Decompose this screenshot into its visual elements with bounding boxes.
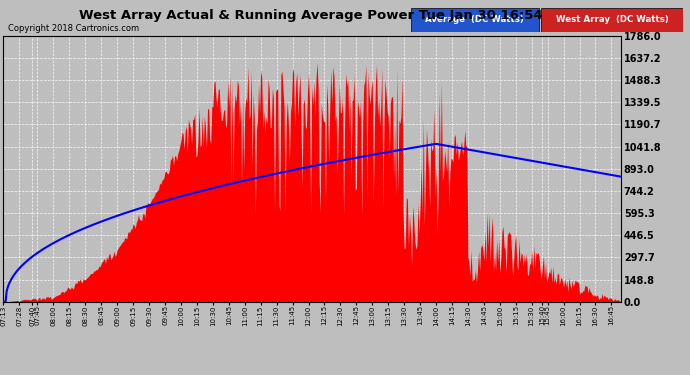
Text: West Array  (DC Watts): West Array (DC Watts) bbox=[556, 15, 669, 24]
Text: Average  (DC Watts): Average (DC Watts) bbox=[425, 15, 524, 24]
FancyBboxPatch shape bbox=[411, 8, 539, 32]
Text: Copyright 2018 Cartronics.com: Copyright 2018 Cartronics.com bbox=[8, 24, 139, 33]
Text: West Array Actual & Running Average Power Tue Jan 30 16:54: West Array Actual & Running Average Powe… bbox=[79, 9, 542, 22]
FancyBboxPatch shape bbox=[542, 8, 683, 32]
